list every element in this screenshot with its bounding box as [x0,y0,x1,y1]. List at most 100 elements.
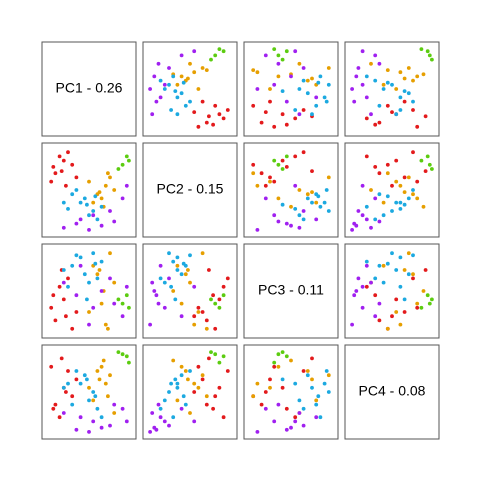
point [369,188,373,192]
point [93,194,98,199]
point [402,297,407,302]
point [112,188,117,192]
point [297,61,302,66]
point [356,276,361,281]
point [421,72,426,77]
point [162,398,167,403]
point [268,377,272,382]
point [99,415,104,420]
point [314,103,319,108]
point [221,284,226,289]
point [360,213,365,218]
point [209,297,213,302]
point [158,415,163,420]
point [255,430,260,434]
point [381,280,386,285]
point [381,200,386,205]
point [255,228,260,232]
point [314,200,319,205]
point [97,268,102,272]
point [289,358,293,363]
point [297,398,302,403]
point [217,305,222,310]
point [268,87,272,91]
point [411,253,415,258]
point [70,326,75,331]
point [297,112,302,117]
point [162,419,167,424]
point [213,103,218,108]
point [377,61,382,66]
point [377,301,382,306]
point [381,213,386,218]
point [97,377,102,382]
point [350,87,354,91]
point [106,394,110,399]
point [276,61,281,66]
point [322,200,327,205]
point [171,259,176,264]
point [301,78,306,83]
panel [142,41,238,137]
panel [41,243,137,339]
point [394,87,399,91]
point [301,108,306,112]
point [263,53,268,58]
point [263,406,268,411]
point [221,354,226,359]
point [179,272,184,277]
panel [41,41,137,137]
point [192,390,197,394]
point [276,196,281,201]
point [427,162,432,167]
point [167,66,171,70]
point [280,57,285,62]
point [394,200,399,205]
point [148,430,153,434]
point [85,297,89,302]
point [49,364,54,369]
point [406,91,411,96]
point [207,114,211,119]
point [207,356,211,361]
point [255,183,260,188]
point [93,261,98,266]
point [318,204,323,209]
point [57,154,62,159]
point [390,209,394,213]
point [126,158,131,163]
point [204,326,209,331]
point [74,377,79,382]
point [213,301,218,306]
point [364,154,369,159]
point [301,406,306,411]
point [356,209,361,213]
point [175,385,180,390]
point [158,95,163,100]
point [179,373,184,378]
point [74,188,79,192]
point [284,165,289,169]
point [82,272,87,277]
point [120,162,125,167]
point [59,356,64,361]
point [354,223,359,228]
point [217,360,222,365]
point [87,398,91,403]
point [70,402,75,407]
point [95,369,100,373]
point [377,263,382,268]
point [192,49,197,54]
point [61,200,66,205]
point [259,402,264,407]
point [394,112,399,117]
point [85,202,89,207]
point [74,253,79,258]
point [427,53,432,58]
point [70,394,75,399]
point [158,78,163,83]
point [297,213,302,218]
point [99,196,104,201]
point [171,289,176,293]
point [415,74,420,79]
